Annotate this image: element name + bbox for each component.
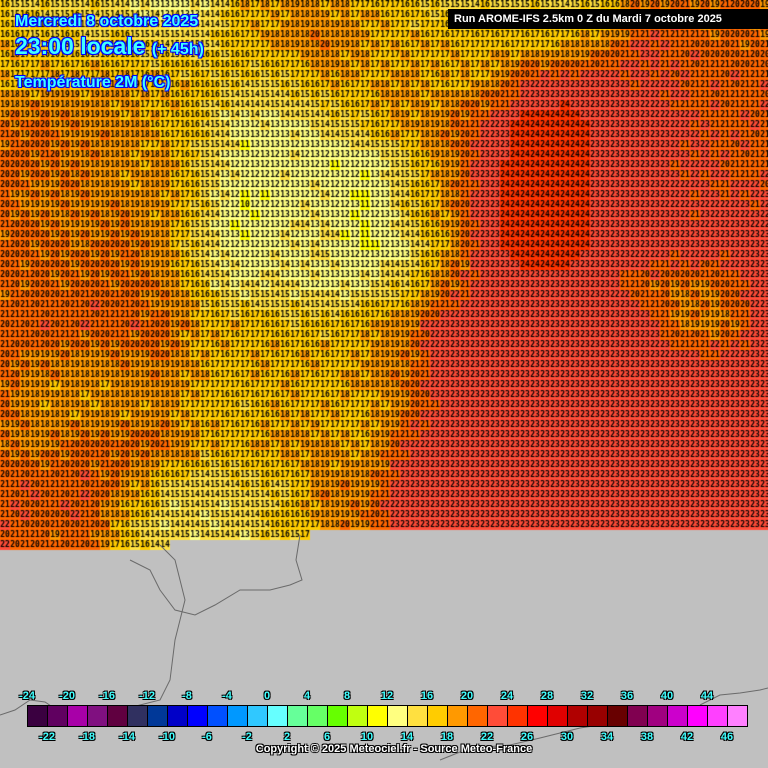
legend-tick-label: -22: [39, 731, 55, 743]
legend-tick-label: 14: [400, 731, 414, 743]
legend-swatch: [688, 706, 708, 726]
color-scale-legend: [27, 705, 748, 727]
legend-swatch: [288, 706, 308, 726]
legend-swatch: [28, 706, 48, 726]
legend-tick-label: 4: [303, 690, 311, 702]
legend-tick-label: 32: [580, 690, 594, 702]
copyright-notice: Copyright © 2025 Meteociel.fr - Source M…: [255, 743, 533, 755]
legend-swatch: [488, 706, 508, 726]
legend-tick-label: 42: [680, 731, 694, 743]
legend-swatch: [168, 706, 188, 726]
legend-tick-label: -18: [79, 731, 95, 743]
legend-swatch: [408, 706, 428, 726]
legend-swatch: [228, 706, 248, 726]
legend-tick-label: 24: [500, 690, 514, 702]
legend-swatch: [388, 706, 408, 726]
legend-tick-label: -2: [242, 731, 252, 743]
legend-tick-label: -8: [182, 690, 192, 702]
coastline: [439, 724, 601, 761]
coastline: [129, 534, 303, 616]
legend-tick-label: 22: [480, 731, 494, 743]
legend-swatch: [508, 706, 528, 726]
local-time: 23:00 locale: [15, 33, 146, 59]
legend-swatch: [728, 706, 747, 726]
legend-tick-label: -10: [159, 731, 175, 743]
legend-swatch: [188, 706, 208, 726]
legend-tick-label: -12: [139, 690, 155, 702]
legend-swatch: [528, 706, 548, 726]
legend-tick-label: 18: [440, 731, 454, 743]
legend-tick-label: 28: [540, 690, 554, 702]
legend-tick-label: 16: [420, 690, 434, 702]
legend-swatch: [108, 706, 128, 726]
legend-tick-label: 38: [640, 731, 654, 743]
legend-swatch: [148, 706, 168, 726]
legend-swatch: [328, 706, 348, 726]
legend-tick-label: 36: [620, 690, 634, 702]
legend-swatch: [448, 706, 468, 726]
legend-tick-label: -20: [59, 690, 75, 702]
legend-tick-label: -16: [99, 690, 115, 702]
legend-tick-label: 40: [660, 690, 674, 702]
legend-swatch: [268, 706, 288, 726]
forecast-time: 23:00 locale (+ 45h): [15, 33, 204, 60]
legend-swatch: [428, 706, 448, 726]
legend-swatch: [608, 706, 628, 726]
legend-tick-label: 12: [380, 690, 394, 702]
legend-swatch: [348, 706, 368, 726]
legend-swatch: [368, 706, 388, 726]
legend-swatch: [88, 706, 108, 726]
legend-tick-label: 2: [283, 731, 291, 743]
legend-swatch: [48, 706, 68, 726]
legend-tick-label: 30: [560, 731, 574, 743]
legend-swatch: [468, 706, 488, 726]
coastline: [699, 687, 768, 706]
legend-swatch: [208, 706, 228, 726]
legend-tick-label: -6: [202, 731, 212, 743]
legend-tick-label: -14: [119, 731, 135, 743]
legend-swatch: [308, 706, 328, 726]
legend-tick-label: 6: [323, 731, 331, 743]
legend-tick-label: 20: [460, 690, 474, 702]
border-line: [119, 544, 186, 711]
forecast-date: Mercredi 8 octobre 2025: [15, 13, 199, 30]
legend-tick-label: -4: [222, 690, 232, 702]
legend-swatch: [628, 706, 648, 726]
legend-tick-label: 10: [360, 731, 374, 743]
run-banner: Run AROME-IFS 2.5km 0 Z du Mardi 7 octob…: [448, 9, 768, 29]
legend-tick-label: 44: [700, 690, 714, 702]
legend-swatch: [248, 706, 268, 726]
legend-tick-label: 0: [263, 690, 271, 702]
legend-tick-label: 46: [720, 731, 734, 743]
legend-swatch: [708, 706, 728, 726]
parameter-title: Température 2M (°C): [15, 74, 171, 91]
legend-tick-label: -24: [19, 690, 35, 702]
legend-swatch: [128, 706, 148, 726]
legend-tick-label: 8: [343, 690, 351, 702]
legend-swatch: [588, 706, 608, 726]
legend-swatch: [668, 706, 688, 726]
legend-swatch: [648, 706, 668, 726]
legend-tick-label: 34: [600, 731, 614, 743]
legend-tick-label: 26: [520, 731, 534, 743]
legend-swatch: [548, 706, 568, 726]
legend-swatch: [568, 706, 588, 726]
legend-swatch: [68, 706, 88, 726]
lead-time: (+ 45h): [151, 41, 204, 58]
